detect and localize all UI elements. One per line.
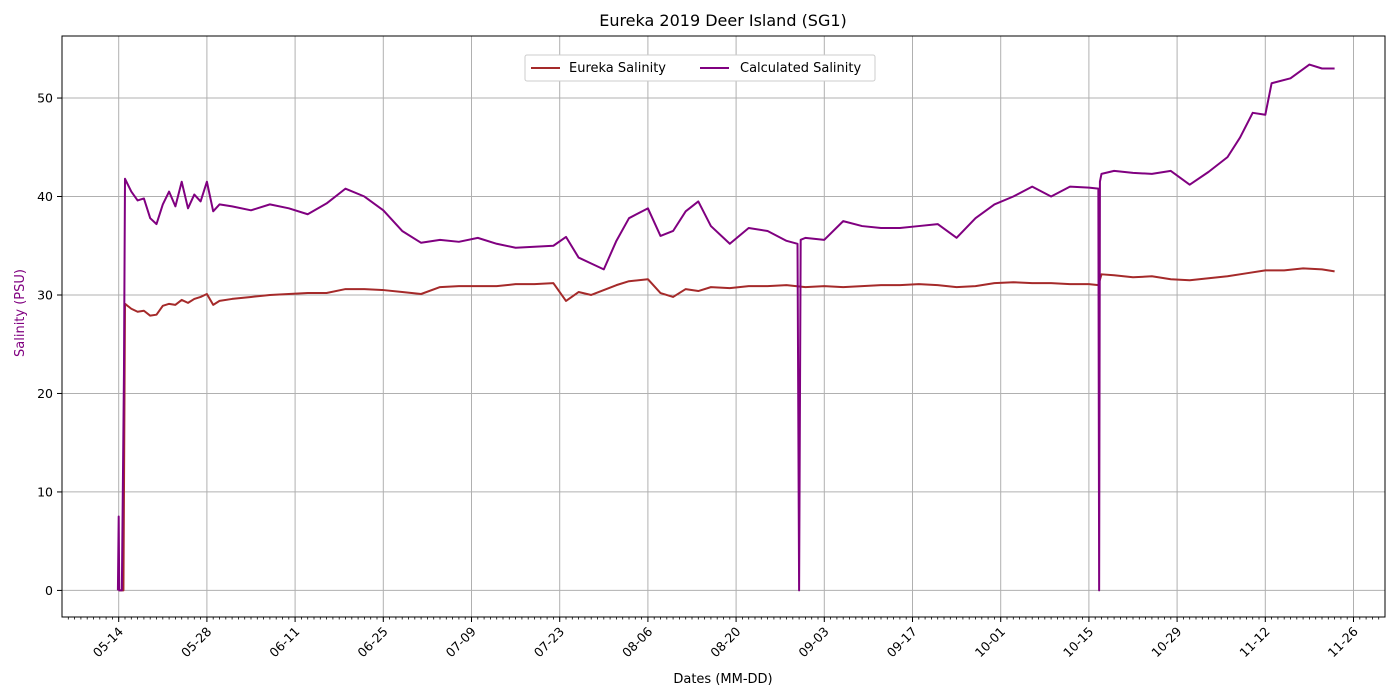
x-tick-label: 07-09 xyxy=(443,624,479,660)
legend: Eureka Salinity Calculated Salinity xyxy=(524,54,876,82)
y-axis-label: Salinity (PSU) xyxy=(13,269,28,357)
x-tick-label: 09-03 xyxy=(795,624,831,660)
x-axis-ticks: 05-14 05-28 06-11 06-25 07-09 07-23 08-06 08-20… xyxy=(67,617,1380,660)
x-tick-label: 05-14 xyxy=(90,624,126,660)
y-tick-label: 0 xyxy=(45,583,53,598)
x-tick-label: 10-29 xyxy=(1148,624,1184,660)
y-tick-label: 20 xyxy=(37,386,53,401)
x-tick-label: 05-28 xyxy=(178,624,214,660)
x-axis-label: Dates (MM-DD) xyxy=(673,672,772,687)
x-tick-label: 08-20 xyxy=(707,624,743,660)
x-tick-label: 06-11 xyxy=(266,624,302,660)
series-line-calculated-salinity xyxy=(116,63,1335,592)
y-tick-label: 10 xyxy=(37,484,53,499)
x-tick-label: 06-25 xyxy=(354,624,390,660)
x-tick-label: 11-12 xyxy=(1236,624,1272,660)
legend-label-calculated-salinity: Calculated Salinity xyxy=(740,61,861,76)
plot-area-frame xyxy=(61,35,1386,618)
y-tick-label: 50 xyxy=(37,91,53,106)
y-tick-label: 40 xyxy=(37,189,53,204)
x-tick-label: 08-06 xyxy=(619,624,655,660)
legend-label-eureka-salinity: Eureka Salinity xyxy=(569,61,666,76)
x-tick-label: 07-23 xyxy=(531,624,567,660)
y-tick-label: 30 xyxy=(37,287,53,302)
y-axis-ticks: 0 10 20 30 40 50 xyxy=(37,91,62,598)
x-tick-label: 10-01 xyxy=(972,624,1008,660)
x-tick-label: 10-15 xyxy=(1060,624,1096,660)
chart-title: Eureka 2019 Deer Island (SG1) xyxy=(599,11,847,30)
x-tick-label: 11-26 xyxy=(1325,624,1361,660)
grid-lines xyxy=(62,36,1385,617)
series-line-eureka-salinity xyxy=(118,267,1335,592)
series-layer xyxy=(116,63,1335,592)
x-tick-label: 09-17 xyxy=(884,624,920,660)
